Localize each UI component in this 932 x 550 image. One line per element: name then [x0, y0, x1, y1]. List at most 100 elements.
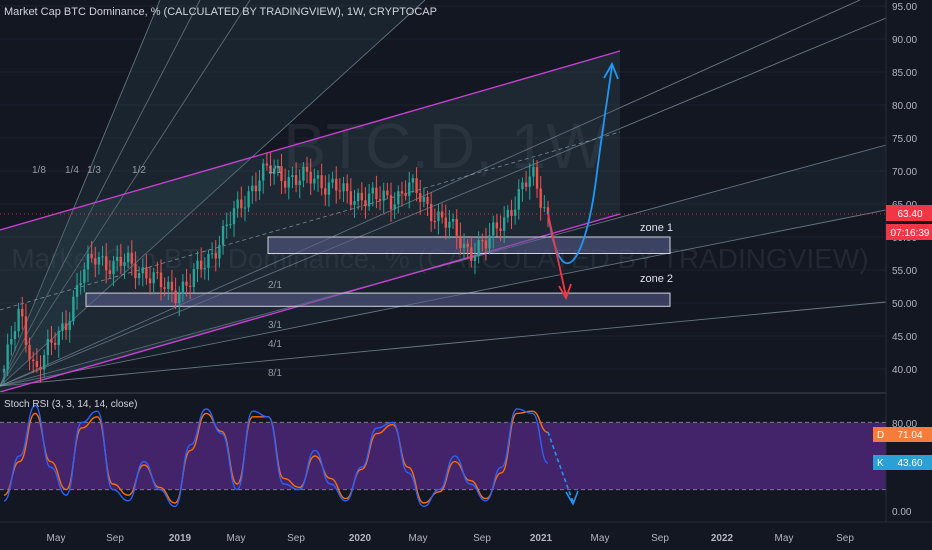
- candle-body: [251, 185, 254, 192]
- stoch-d-badge: [873, 427, 932, 442]
- time-tick-label: Sep: [473, 533, 491, 544]
- fan-line[interactable]: [0, 301, 886, 387]
- candle-body: [451, 218, 455, 222]
- countdown-badge: [886, 224, 932, 240]
- candle-body: [35, 361, 39, 368]
- candle-body: [2, 369, 6, 373]
- candle-body: [360, 192, 363, 201]
- candle-body: [419, 193, 422, 202]
- zone-1-label: zone 1: [640, 222, 673, 234]
- candle-body: [236, 199, 239, 209]
- candle-body: [287, 176, 290, 188]
- time-tick-label: May: [47, 533, 66, 544]
- candle-body: [280, 166, 283, 181]
- candle-body: [546, 207, 550, 215]
- chart-title[interactable]: Market Cap BTC Dominance, % (CALCULATED …: [4, 6, 437, 18]
- candle-body: [101, 256, 104, 258]
- watermark-symbol: BTC.D, 1W: [283, 110, 607, 182]
- indicator-title[interactable]: Stoch RSI (3, 3, 14, 14, close): [4, 399, 138, 410]
- candle-body: [130, 252, 133, 264]
- candle-body: [342, 183, 345, 192]
- time-tick-group: May Sep 2019 May Sep 2020 May Sep 2021 May Sep 2022…: [47, 533, 855, 544]
- candle-body: [86, 253, 90, 270]
- last-price-badge: [886, 205, 932, 221]
- time-tick-label: May: [227, 533, 246, 544]
- candle-body: [141, 267, 144, 274]
- support-zones[interactable]: [85, 236, 671, 307]
- candle-body: [108, 270, 112, 274]
- fan-line[interactable]: [0, 17, 886, 387]
- fan-label-1-8: 1/8: [32, 165, 46, 176]
- stoch-k-badge: [873, 455, 932, 470]
- time-tick-label: 2019: [169, 533, 192, 544]
- fan-line[interactable]: [0, 0, 201, 387]
- candle-body: [68, 321, 71, 331]
- candle-body: [79, 283, 82, 286]
- stoch-d-badge-value: 71.04: [897, 430, 922, 441]
- candle-body: [225, 224, 228, 227]
- candle-body: [72, 296, 75, 322]
- fan-label-group: 1/8 1/4 1/3 1/2 1/1 2/1 3/1 4/1 8/1: [32, 165, 282, 379]
- candle-body: [543, 207, 546, 209]
- zone-1-box[interactable]: [267, 236, 671, 254]
- candle-series: [2, 152, 550, 386]
- candle-body: [433, 221, 437, 223]
- candle-body: [167, 281, 170, 289]
- zone-2-box[interactable]: [85, 292, 671, 307]
- forecast-arrows[interactable]: [547, 61, 619, 301]
- candle-body: [459, 235, 462, 249]
- candle-body: [513, 209, 517, 216]
- channel-mid-line[interactable]: [0, 131, 621, 311]
- candle-body: [320, 175, 323, 189]
- fan-label-2-1: 2/1: [268, 280, 282, 291]
- candle-body: [503, 217, 506, 231]
- candle-body: [283, 180, 287, 188]
- time-tick-label: Sep: [651, 533, 669, 544]
- candle-body: [178, 294, 181, 304]
- candle-body: [57, 330, 60, 345]
- candle-body: [32, 359, 35, 362]
- candle-body: [316, 175, 320, 179]
- channel-upper-line[interactable]: [0, 50, 621, 231]
- candle-body: [152, 272, 155, 284]
- stoch-forecast-arrow[interactable]: [547, 431, 574, 503]
- candle-body: [353, 201, 356, 205]
- candle-body: [426, 196, 429, 204]
- candle-body: [94, 258, 97, 265]
- candle-body: [272, 168, 276, 175]
- price-tick-label: 50.00: [892, 299, 917, 310]
- fan-line[interactable]: [0, 0, 251, 387]
- time-tick-label: Sep: [836, 533, 854, 544]
- price-tick-label: 95.00: [892, 2, 917, 13]
- fan-label-1-2: 1/2: [132, 165, 146, 176]
- candle-body: [145, 267, 148, 279]
- fan-label-1-3: 1/3: [87, 165, 101, 176]
- candle-body: [210, 253, 214, 255]
- forecast-up-arrow[interactable]: [547, 65, 613, 265]
- candle-body: [112, 260, 115, 274]
- fan-label-8-1: 8/1: [268, 368, 282, 379]
- fan-line[interactable]: [0, 0, 861, 387]
- candle-body: [411, 178, 415, 183]
- price-axis[interactable]: 95.0090.0085.0080.0075.0070.0065.0060.00…: [873, 0, 932, 522]
- candle-body: [510, 210, 513, 216]
- candle-body: [367, 193, 371, 207]
- price-tick-label: 55.00: [892, 266, 917, 277]
- time-tick-label: Sep: [287, 533, 305, 544]
- forecast-down-arrow[interactable]: [547, 213, 567, 297]
- time-axis[interactable]: May Sep 2019 May Sep 2020 May Sep 2021 May Sep 2022…: [0, 521, 932, 550]
- time-tick-label: May: [775, 533, 794, 544]
- fan-label-1-1: 1/1: [268, 165, 282, 176]
- candle-body: [97, 256, 101, 265]
- candle-body: [232, 208, 236, 225]
- fan-fill: [0, 0, 425, 386]
- candle-body: [448, 221, 451, 228]
- candle-body: [386, 190, 389, 196]
- time-tick-label: May: [591, 533, 610, 544]
- candle-body: [455, 218, 458, 236]
- candle-body: [115, 256, 119, 261]
- candle-body: [75, 285, 79, 297]
- price-tick-label: 70.00: [892, 167, 917, 178]
